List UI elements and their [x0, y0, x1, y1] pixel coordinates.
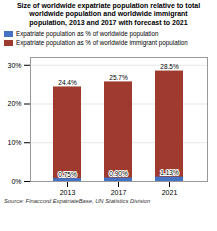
html-text:Size of worldwide expatriate p: Size of worldwide expatriate population …: [16, 2, 201, 26]
svg-text:28.5%: 28.5%: [160, 63, 179, 70]
svg-text:1.13%: 1.13%: [160, 170, 179, 177]
svg-text:30%: 30%: [7, 62, 21, 69]
svg-text:2017: 2017: [111, 190, 127, 197]
svg-text:0%: 0%: [11, 178, 21, 185]
svg-text:2013: 2013: [60, 190, 76, 197]
svg-text:10%: 10%: [7, 139, 21, 146]
svg-text:24.4%: 24.4%: [58, 79, 77, 86]
svg-text:25.7%: 25.7%: [109, 74, 128, 81]
svg-text:0.75%: 0.75%: [58, 171, 77, 178]
svg-text:2021: 2021: [162, 190, 178, 197]
svg-text:0.90%: 0.90%: [109, 170, 128, 177]
svg-text:20%: 20%: [7, 101, 21, 108]
html-text:Expatriate population as % of: Expatriate population as % of worldwide …: [16, 38, 188, 46]
html-text:Expatriate population as % of: Expatriate population as % of worldwide …: [16, 30, 159, 38]
html-text:Source: Finaccord ExpatriateBa: Source: Finaccord ExpatriateBase, UN Sta…: [4, 198, 151, 205]
